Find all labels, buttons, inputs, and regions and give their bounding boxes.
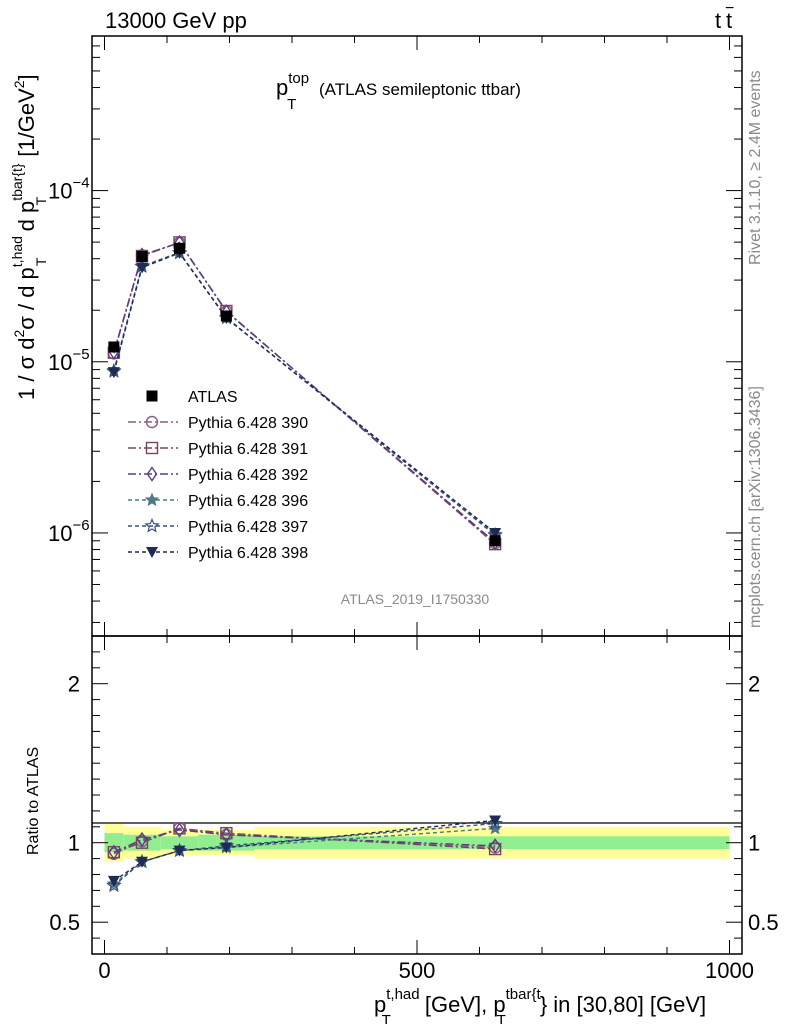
header-right-bar-mark: −	[725, 0, 734, 17]
ratio-series-line	[113, 829, 496, 853]
watermark: ATLAS_2019_I1750330	[341, 591, 490, 607]
legend: ATLAS Pythia 6.428 390 Pythia 6.428 391 Pyt…	[128, 389, 308, 562]
legend-marker	[146, 390, 158, 402]
x-tick-label: 0	[98, 958, 110, 983]
ratio-series-point	[487, 820, 503, 835]
data-point	[136, 251, 148, 263]
ratio-series-point	[107, 875, 120, 887]
ratio-series-point	[489, 815, 502, 827]
data-point	[489, 535, 501, 547]
header-left: 13000 GeV pp	[105, 8, 247, 33]
header-right-tbar: t	[726, 8, 732, 33]
mcplots-label: mcplots.cern.ch [arXiv:1306.3436]	[747, 386, 764, 628]
series-line	[113, 241, 496, 543]
ratio-series-point	[108, 844, 120, 860]
legend-marker	[144, 492, 160, 507]
ratio-panel: 0 500 1000 0.5 0.5 1 1 2 2 Ratio to ATLAS pt,had…	[25, 635, 779, 1024]
legend-label: Pythia 6.428 392	[188, 467, 308, 484]
data-point	[220, 310, 232, 322]
x-tick-label: 1000	[705, 958, 754, 983]
legend-label: ATLAS	[188, 389, 238, 406]
legend-marker	[145, 441, 159, 455]
legend-label: Pythia 6.428 398	[188, 545, 308, 562]
data-point	[174, 242, 185, 254]
ratio-y-tick-label: 1	[68, 831, 80, 856]
legend-marker	[146, 547, 158, 558]
ratio-series-point	[136, 856, 148, 868]
ratio-frame	[91, 635, 743, 955]
series-point	[136, 262, 148, 274]
legend-marker	[145, 415, 159, 429]
header-right-t: t	[715, 8, 721, 33]
main-panel: ptop T (ATLAS semileptonic ttbar) 1 / σ d…	[9, 35, 743, 637]
main-ylabel: 1 / σ d2σ / d pt,had T d ptbar{t}T [1/GeV…	[9, 74, 49, 400]
ratio-y-tick-label: 0.5	[49, 910, 80, 935]
header-right: t t −	[715, 0, 734, 33]
ratio-ylabel: Ratio to ATLAS	[25, 747, 42, 855]
legend-label: Pythia 6.428 397	[188, 519, 308, 536]
series-line	[113, 252, 496, 534]
ratio-y-tick-label-right: 2	[748, 672, 760, 697]
legend-marker	[144, 517, 160, 533]
y-tick-label: 10−5	[48, 346, 90, 375]
y-tick-label: 10−4	[48, 175, 90, 204]
x-axis-label: pt,had T [GeV], ptbar{t T} in [30,80] [GeV…	[374, 986, 706, 1024]
series-point	[489, 527, 502, 539]
ratio-series-point	[174, 822, 185, 838]
ratio-series-point	[488, 842, 502, 856]
ratio-band-inner	[104, 833, 124, 853]
rivet-label: Rivet 3.1.10, ≥ 2.4M events	[747, 70, 764, 265]
ratio-series-point	[106, 877, 122, 893]
y-tick-label: 10−6	[48, 517, 90, 546]
ratio-series-point	[489, 838, 501, 854]
ratio-y-tick-label-right: 0.5	[748, 910, 779, 935]
legend-label: Pythia 6.428 396	[188, 493, 308, 510]
ratio-series-point	[135, 836, 149, 849]
ratio-series-line	[113, 827, 496, 853]
x-tick-label: 500	[399, 958, 436, 983]
main-title: ptop T (ATLAS semileptonic ttbar)	[276, 70, 521, 113]
ratio-series-point	[173, 845, 186, 857]
ratio-series-point	[220, 842, 233, 854]
legend-marker	[146, 466, 158, 482]
legend-label: Pythia 6.428 390	[188, 415, 308, 432]
legend-label: Pythia 6.428 391	[188, 441, 308, 458]
ratio-y-tick-label: 2	[68, 672, 80, 697]
data-point	[108, 341, 120, 353]
ratio-y-tick-label-right: 1	[748, 831, 760, 856]
series-point	[107, 367, 120, 379]
ratio-series-point	[136, 831, 148, 848]
